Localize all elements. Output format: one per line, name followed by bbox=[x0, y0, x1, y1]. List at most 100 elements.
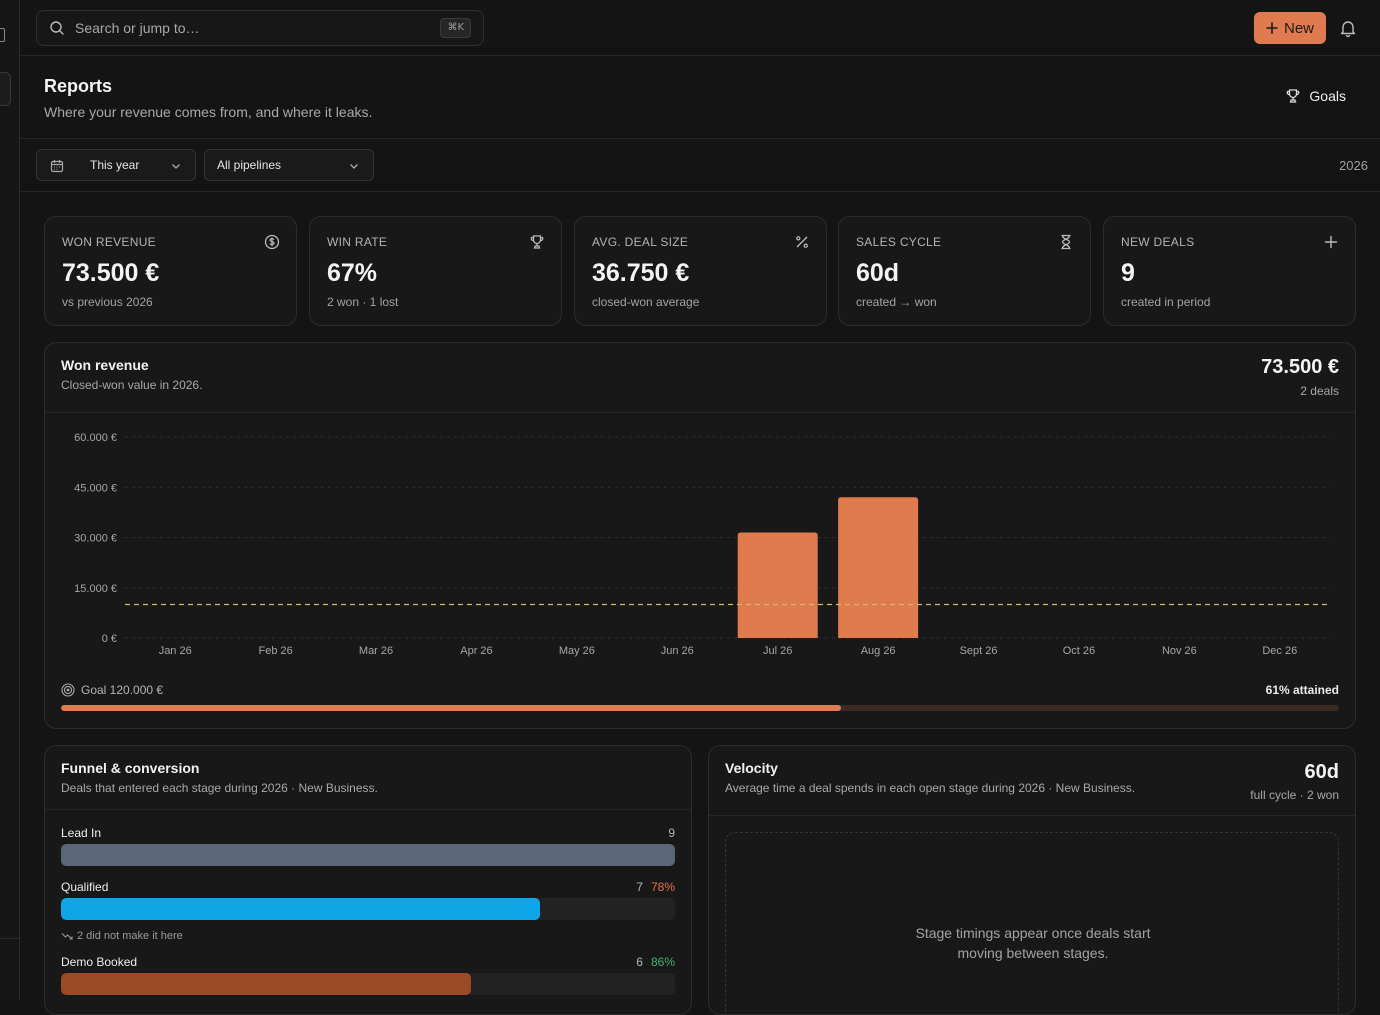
goal-row: Goal 120.000 € bbox=[61, 683, 163, 697]
stage-count: 6 86% bbox=[636, 955, 675, 969]
kpi-sub: created → won bbox=[856, 295, 937, 309]
y-tick-label: 60.000 € bbox=[74, 432, 117, 444]
stage-name: Qualified bbox=[61, 880, 109, 894]
empty-state-text: Stage timings appear once deals start mo… bbox=[726, 923, 1340, 963]
kpi-value: 60d bbox=[856, 259, 900, 287]
kpi-value: 67% bbox=[327, 259, 378, 287]
kpi-value: 9 bbox=[1121, 259, 1135, 287]
hourglass-icon bbox=[1061, 234, 1071, 250]
kpi-sub: created in period bbox=[1121, 295, 1211, 309]
goal-label: Goal 120.000 € bbox=[81, 683, 164, 697]
page-title: Reports bbox=[44, 76, 113, 96]
empty-state-line: moving between stages. bbox=[957, 945, 1109, 961]
y-tick-label: 30.000 € bbox=[74, 533, 117, 545]
kpi-label: WIN RATE bbox=[327, 235, 388, 249]
won-revenue-chart: 0 € 15.000 € 30.000 € 45.000 € 60.000 € Jan 2… bbox=[74, 432, 1330, 657]
filter-bar: This year All pipelines 2026 bbox=[20, 139, 1380, 192]
empty-state-line: Stage timings appear once deals start bbox=[915, 925, 1151, 941]
velocity-empty-state: Stage timings appear once deals start mo… bbox=[725, 832, 1340, 1014]
panel-divider bbox=[709, 815, 1355, 816]
kpi-sub: vs previous 2026 bbox=[62, 295, 153, 309]
calendar-icon bbox=[50, 160, 64, 173]
attained-label: 61% attained bbox=[1265, 683, 1339, 697]
panel-subtitle: Average time a deal spends in each open … bbox=[725, 781, 1136, 795]
year-label: 2026 bbox=[1339, 158, 1368, 173]
search-placeholder: Search or jump to… bbox=[75, 20, 200, 36]
drop-note-text: 2 did not make it here bbox=[77, 930, 183, 942]
chevron-down-icon bbox=[172, 164, 180, 169]
kpi-sales-cycle: SALES CYCLE 60d created → won bbox=[838, 216, 1091, 326]
trophy-icon bbox=[530, 235, 544, 249]
kpi-value: 36.750 € bbox=[592, 259, 690, 287]
stage-bar-fill bbox=[61, 898, 540, 920]
x-tick-label: Dec 26 bbox=[1262, 645, 1297, 657]
period-select[interactable]: This year bbox=[36, 149, 196, 181]
top-bar: Search or jump to… ⌘K New bbox=[20, 0, 1380, 56]
goals-label: Goals bbox=[1309, 88, 1346, 104]
sidebar-collapsed bbox=[0, 0, 20, 1000]
sidebar-active-item[interactable] bbox=[0, 72, 11, 106]
kpi-label: SALES CYCLE bbox=[856, 235, 942, 249]
stage-count: 7 78% bbox=[636, 880, 675, 894]
kpi-won-revenue: WON REVENUE 73.500 € vs previous 2026 bbox=[44, 216, 297, 326]
stage-count-value: 7 bbox=[636, 880, 643, 894]
kpi-label: WON REVENUE bbox=[62, 235, 156, 249]
x-tick-label: Oct 26 bbox=[1063, 645, 1095, 657]
velocity-sub: full cycle · 2 won bbox=[1250, 788, 1339, 802]
x-tick-label: Nov 26 bbox=[1162, 645, 1197, 657]
drop-note: 2 did not make it here bbox=[61, 930, 183, 942]
kpi-sub: 2 won · 1 lost bbox=[327, 295, 399, 309]
search-icon bbox=[50, 21, 64, 35]
pipeline-select[interactable]: All pipelines bbox=[204, 149, 374, 181]
x-tick-label: Aug 26 bbox=[861, 645, 896, 657]
y-tick-label: 45.000 € bbox=[74, 482, 117, 494]
sidebar-divider bbox=[0, 938, 20, 939]
won-revenue-deals: 2 deals bbox=[1300, 384, 1339, 398]
dollar-circle-icon bbox=[264, 234, 280, 250]
x-tick-label: Jan 26 bbox=[159, 645, 192, 657]
won-revenue-total: 73.500 € bbox=[1261, 356, 1339, 378]
x-tick-label: Mar 26 bbox=[359, 645, 393, 657]
panel-divider bbox=[45, 809, 691, 810]
won-revenue-panel: Won revenue Closed-won value in 2026. 73… bbox=[44, 342, 1356, 729]
kpi-sub: closed-won average bbox=[592, 295, 700, 309]
stage-count-value: 6 bbox=[636, 955, 643, 969]
velocity-value: 60d bbox=[1304, 761, 1339, 783]
kpi-new-deals: NEW DEALS 9 created in period bbox=[1103, 216, 1356, 326]
sidebar-toggle-icon[interactable] bbox=[0, 28, 5, 42]
trophy-icon bbox=[1287, 89, 1300, 103]
search-input[interactable]: Search or jump to… ⌘K bbox=[36, 10, 484, 46]
panel-title: Won revenue bbox=[61, 357, 149, 373]
bell-icon[interactable] bbox=[1338, 18, 1358, 38]
stage-bar-fill bbox=[61, 973, 471, 995]
x-tick-label: Feb 26 bbox=[259, 645, 293, 657]
x-tick-label: Sept 26 bbox=[960, 645, 998, 657]
x-tick-label: May 26 bbox=[559, 645, 595, 657]
kpi-label: NEW DEALS bbox=[1121, 235, 1195, 249]
velocity-panel: Velocity Average time a deal spends in e… bbox=[708, 745, 1356, 1015]
x-tick-label: Apr 26 bbox=[460, 645, 492, 657]
stage-bar bbox=[61, 898, 675, 920]
x-tick-label: Jul 26 bbox=[763, 645, 792, 657]
stage-name: Lead In bbox=[61, 826, 102, 840]
plus-icon bbox=[1266, 22, 1278, 34]
chevron-down-icon bbox=[350, 164, 358, 169]
stage-conversion-pct: 78% bbox=[650, 880, 675, 894]
stage-conversion-pct: 86% bbox=[650, 955, 675, 969]
panel-subtitle: Deals that entered each stage during 202… bbox=[61, 781, 378, 795]
panel-divider bbox=[45, 412, 1355, 413]
panel-subtitle: Closed-won value in 2026. bbox=[61, 378, 203, 392]
funnel-panel: Funnel & conversion Deals that entered e… bbox=[44, 745, 692, 1015]
stage-name: Demo Booked bbox=[61, 955, 138, 969]
goals-button[interactable]: Goals bbox=[1285, 88, 1346, 104]
stage-bar bbox=[61, 973, 675, 995]
revenue-bar bbox=[838, 497, 919, 638]
new-button[interactable]: New bbox=[1254, 12, 1326, 44]
period-select-value: This year bbox=[90, 158, 140, 172]
page-header: Reports Where your revenue comes from, a… bbox=[20, 56, 1380, 139]
trend-down-icon bbox=[61, 933, 73, 940]
stage-bar-fill bbox=[61, 844, 675, 866]
goal-progress-fill bbox=[61, 705, 841, 711]
plus-icon bbox=[1324, 235, 1338, 249]
main-content: Search or jump to… ⌘K New Reports Where … bbox=[20, 0, 1380, 1015]
